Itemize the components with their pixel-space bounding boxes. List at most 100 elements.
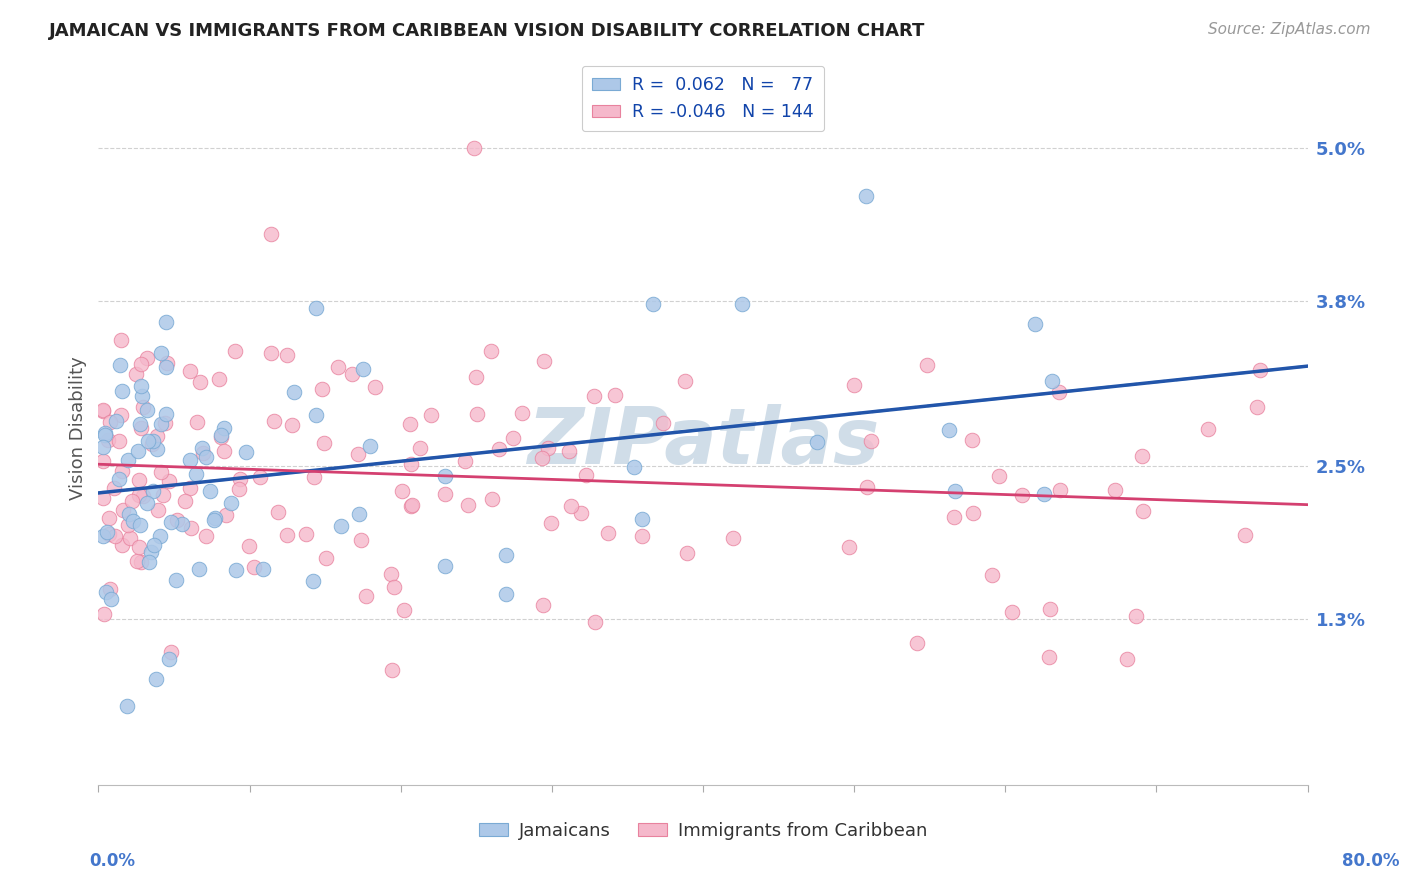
Point xyxy=(305,408,328,422)
Y-axis label: Vision Disability: Vision Disability xyxy=(69,356,87,500)
Point xyxy=(1040,374,1063,388)
Point xyxy=(398,417,420,431)
Point xyxy=(962,506,984,520)
Point xyxy=(104,529,127,543)
Point xyxy=(110,408,132,422)
Point xyxy=(252,562,274,576)
Point xyxy=(91,403,114,417)
Point xyxy=(1047,385,1070,400)
Point xyxy=(381,663,404,677)
Point xyxy=(129,517,152,532)
Point xyxy=(155,360,177,375)
Point xyxy=(209,428,232,442)
Point xyxy=(1125,609,1147,624)
Point xyxy=(582,389,605,403)
Point xyxy=(209,430,232,444)
Point xyxy=(988,468,1011,483)
Point xyxy=(152,488,174,502)
Point xyxy=(419,408,441,422)
Point xyxy=(128,488,150,502)
Point xyxy=(1024,318,1046,332)
Point xyxy=(1038,649,1060,664)
Point xyxy=(195,529,218,543)
Point xyxy=(326,359,349,374)
Point xyxy=(93,427,115,442)
Point xyxy=(540,516,562,531)
Point xyxy=(652,416,675,430)
Point xyxy=(190,441,212,455)
Point xyxy=(575,467,598,482)
Point xyxy=(110,333,132,347)
Point xyxy=(235,445,257,459)
Point xyxy=(111,384,134,399)
Point xyxy=(150,346,173,360)
Point xyxy=(108,434,131,449)
Point xyxy=(138,556,160,570)
Point xyxy=(1246,400,1268,414)
Point xyxy=(242,560,264,574)
Point xyxy=(214,421,236,435)
Point xyxy=(108,472,131,486)
Point xyxy=(139,545,162,559)
Point xyxy=(128,417,150,432)
Point xyxy=(187,562,209,576)
Point xyxy=(229,472,252,486)
Point xyxy=(136,402,159,417)
Point xyxy=(111,538,134,552)
Point xyxy=(179,364,201,378)
Point xyxy=(97,510,120,524)
Point xyxy=(260,227,283,241)
Point xyxy=(352,362,374,376)
Point xyxy=(179,481,201,495)
Text: 80.0%: 80.0% xyxy=(1343,852,1399,870)
Point xyxy=(980,568,1002,582)
Point xyxy=(314,436,336,450)
Point xyxy=(155,407,177,421)
Point xyxy=(121,494,143,508)
Point xyxy=(495,587,517,601)
Point xyxy=(180,521,202,535)
Point xyxy=(170,516,193,531)
Point xyxy=(132,401,155,415)
Point xyxy=(105,414,128,428)
Point xyxy=(481,491,503,506)
Point xyxy=(350,533,373,547)
Point xyxy=(142,434,165,448)
Point xyxy=(98,527,121,541)
Point xyxy=(305,301,328,316)
Point xyxy=(533,354,555,368)
Point xyxy=(117,453,139,467)
Point xyxy=(631,529,654,543)
Point xyxy=(354,589,377,603)
Point xyxy=(340,367,363,381)
Point xyxy=(276,348,298,362)
Point xyxy=(108,358,131,372)
Point xyxy=(145,672,167,686)
Point xyxy=(202,513,225,527)
Point xyxy=(141,437,163,451)
Point xyxy=(143,538,166,552)
Point xyxy=(598,525,620,540)
Point xyxy=(115,699,138,714)
Point xyxy=(124,367,146,381)
Point xyxy=(569,506,592,520)
Point xyxy=(207,372,229,386)
Point xyxy=(905,636,928,650)
Point xyxy=(347,447,370,461)
Point xyxy=(465,370,488,384)
Point xyxy=(91,441,114,455)
Point xyxy=(131,489,153,503)
Point xyxy=(382,580,405,594)
Point xyxy=(434,468,457,483)
Point xyxy=(488,442,510,457)
Point xyxy=(643,296,665,310)
Point xyxy=(943,509,966,524)
Point xyxy=(219,496,242,510)
Point xyxy=(463,141,485,155)
Point xyxy=(157,652,180,666)
Point xyxy=(605,388,627,402)
Point xyxy=(98,582,121,596)
Point xyxy=(238,539,260,553)
Point xyxy=(150,465,173,479)
Point xyxy=(364,380,387,394)
